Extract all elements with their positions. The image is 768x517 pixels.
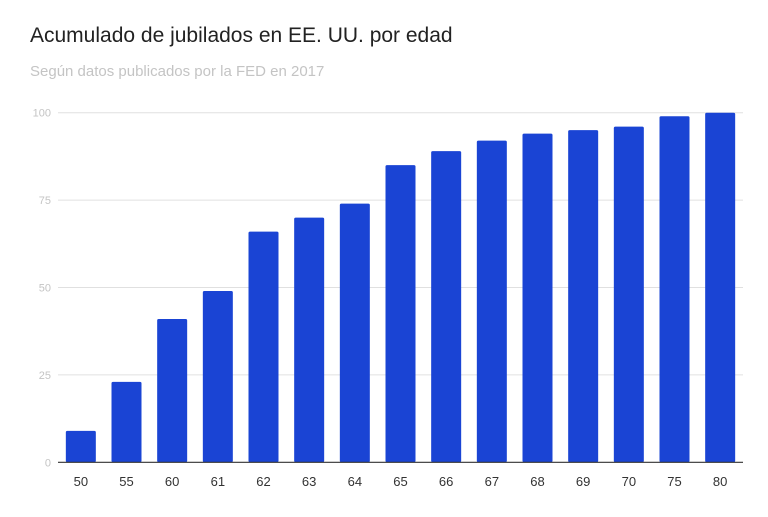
x-tick-label: 60 — [165, 474, 179, 489]
x-tick-label: 63 — [302, 474, 316, 489]
y-tick-label: 25 — [39, 370, 51, 382]
bar-63 — [294, 217, 325, 463]
y-tick-label: 0 — [45, 457, 51, 469]
bar-65 — [385, 165, 416, 463]
bar-68 — [522, 133, 553, 463]
y-tick-label: 75 — [39, 195, 51, 207]
x-tick-label: 62 — [256, 474, 270, 489]
bar-67 — [476, 140, 507, 463]
bar-66 — [431, 151, 462, 463]
x-tick-label: 68 — [530, 474, 544, 489]
x-tick-label: 69 — [576, 474, 590, 489]
x-tick-label: 70 — [622, 474, 636, 489]
y-tick-label: 100 — [33, 108, 51, 120]
bar-70 — [613, 126, 644, 463]
x-tick-label: 61 — [211, 474, 225, 489]
bar-50 — [65, 430, 96, 463]
chart-title: Acumulado de jubilados en EE. UU. por ed… — [30, 24, 453, 47]
bar-62 — [248, 231, 279, 463]
bar-55 — [111, 381, 142, 463]
x-tick-label: 75 — [667, 474, 681, 489]
bar-69 — [568, 130, 599, 463]
x-tick-label: 55 — [119, 474, 133, 489]
x-tick-label: 64 — [348, 474, 362, 489]
bar-61 — [202, 290, 233, 463]
y-tick-label: 50 — [39, 283, 51, 295]
x-tick-label: 65 — [393, 474, 407, 489]
bar-75 — [659, 116, 690, 463]
chart-subtitle: Según datos publicados por la FED en 201… — [30, 63, 325, 80]
bar-80 — [705, 112, 736, 463]
x-tick-label: 66 — [439, 474, 453, 489]
x-tick-label: 67 — [485, 474, 499, 489]
x-tick-label: 50 — [74, 474, 88, 489]
bar-60 — [157, 318, 188, 463]
x-tick-label: 80 — [713, 474, 727, 489]
bar-64 — [339, 203, 370, 463]
